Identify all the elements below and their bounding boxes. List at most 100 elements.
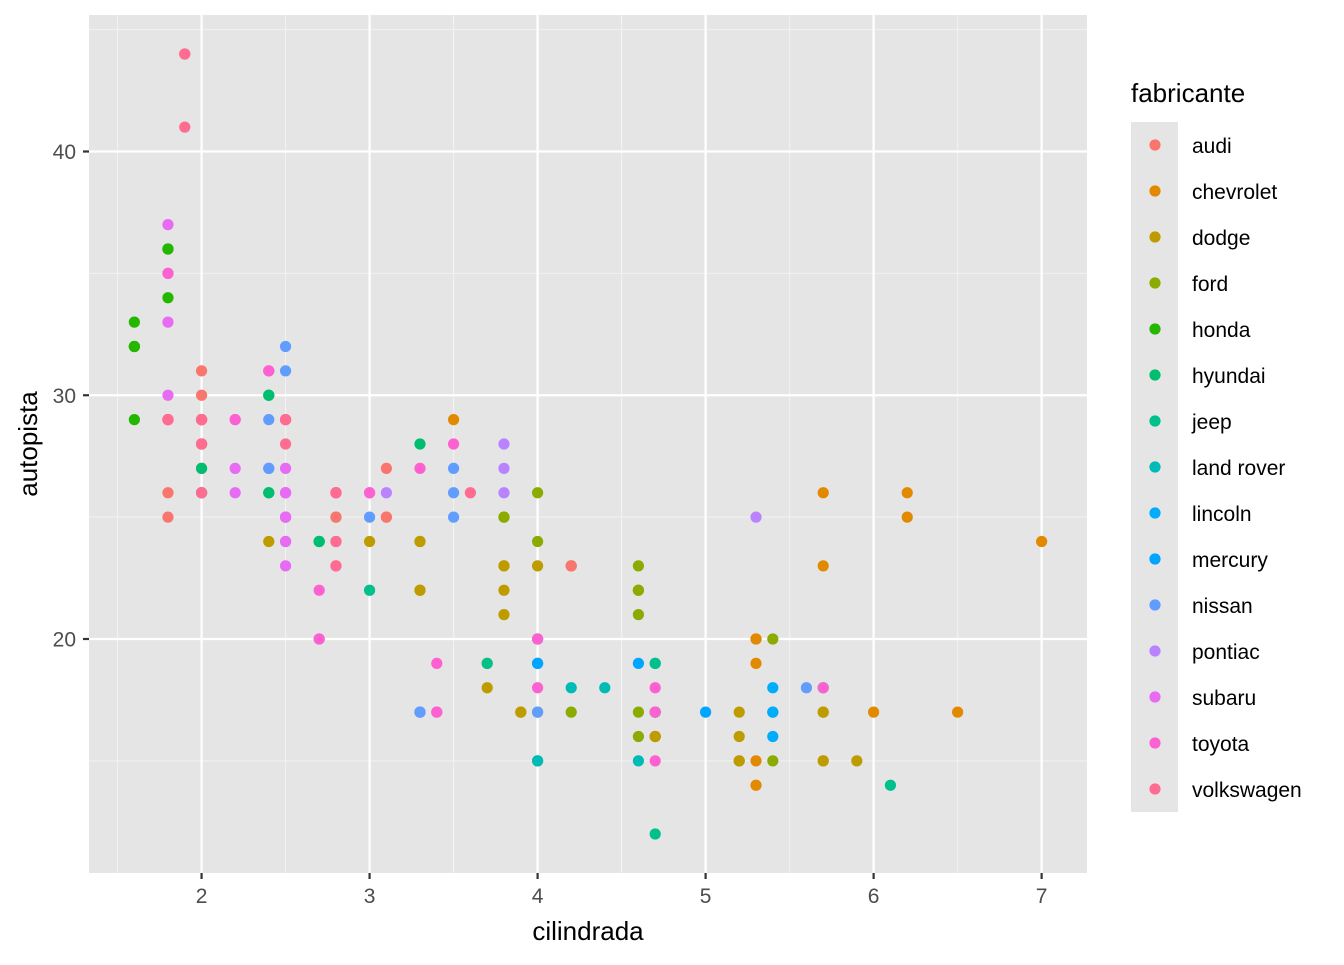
- point-chevrolet: [901, 487, 913, 499]
- point-subaru: [279, 535, 292, 548]
- point-toyota: [531, 633, 544, 645]
- point-lincoln: [767, 730, 779, 743]
- point-dodge: [817, 755, 829, 767]
- legend-key-lincoln: [1149, 507, 1161, 519]
- legend-key-land-rover: [1149, 461, 1161, 473]
- point-volkswagen: [195, 487, 208, 499]
- point-volkswagen: [330, 487, 342, 499]
- point-nissan: [263, 462, 275, 474]
- point-dodge: [481, 682, 493, 694]
- y-axis-label: autopista: [13, 391, 43, 497]
- point-subaru: [279, 487, 292, 499]
- point-subaru: [229, 487, 241, 499]
- y-tick-label: 20: [53, 629, 76, 652]
- legend-label-honda: honda: [1192, 319, 1251, 342]
- legend-key-mercury: [1149, 553, 1161, 565]
- point-volkswagen: [195, 414, 208, 426]
- point-land-rover: [531, 755, 544, 767]
- legend: fabricante audi chevrolet dodge ford honda hy…: [1131, 78, 1302, 812]
- point-nissan: [447, 487, 460, 499]
- point-chevrolet: [817, 560, 829, 572]
- point-chevrolet: [817, 487, 829, 499]
- point-mercury: [632, 657, 645, 669]
- legend-key-hyundai: [1149, 369, 1161, 381]
- legend-key-nissan: [1149, 599, 1161, 611]
- point-toyota: [531, 682, 544, 694]
- point-dodge: [649, 730, 661, 743]
- point-hyundai: [263, 487, 275, 499]
- point-toyota: [313, 633, 325, 645]
- point-subaru: [279, 560, 292, 572]
- point-dodge: [498, 584, 510, 596]
- point-chevrolet: [750, 633, 762, 645]
- legend-title: fabricante: [1131, 78, 1245, 108]
- legend-label-jeep: jeep: [1191, 411, 1232, 434]
- x-tick-label: 2: [196, 885, 208, 908]
- point-ford: [498, 511, 510, 523]
- legend-key-honda: [1149, 323, 1161, 335]
- legend-key-dodge: [1149, 231, 1161, 243]
- point-volkswagen: [279, 438, 292, 450]
- x-tick-label: 4: [532, 885, 544, 908]
- point-nissan: [531, 706, 544, 718]
- legend-key-pontiac: [1149, 645, 1161, 657]
- point-hyundai: [195, 462, 208, 474]
- point-dodge: [263, 535, 275, 548]
- point-toyota: [313, 584, 325, 596]
- point-volkswagen: [195, 438, 208, 450]
- point-toyota: [363, 487, 376, 499]
- point-toyota: [431, 657, 443, 669]
- point-lincoln: [767, 706, 779, 718]
- point-ford: [632, 560, 645, 572]
- point-dodge: [733, 730, 745, 743]
- point-dodge: [414, 584, 426, 596]
- x-tick-label: 3: [364, 885, 376, 908]
- point-chevrolet: [1036, 535, 1048, 548]
- point-honda: [128, 316, 140, 328]
- point-dodge: [851, 755, 863, 767]
- x-tick-label: 6: [868, 885, 880, 908]
- point-ford: [531, 487, 544, 499]
- point-audi: [162, 487, 174, 499]
- point-audi: [195, 389, 208, 401]
- point-dodge: [414, 535, 426, 548]
- point-nissan: [363, 511, 376, 523]
- point-chevrolet: [952, 706, 964, 718]
- point-volkswagen: [464, 487, 476, 499]
- point-toyota: [229, 414, 241, 426]
- point-jeep: [884, 779, 897, 791]
- point-chevrolet: [750, 657, 762, 669]
- point-hyundai: [313, 535, 325, 548]
- point-toyota: [447, 438, 460, 450]
- point-dodge: [733, 706, 745, 718]
- legend-items: audi chevrolet dodge ford honda hyundai jeep la…: [1149, 135, 1302, 802]
- point-audi: [565, 560, 577, 572]
- plot-panel: [89, 15, 1087, 873]
- point-jeep: [649, 657, 661, 669]
- point-volkswagen: [330, 535, 342, 548]
- y-axis: 20 30 40: [53, 141, 89, 652]
- point-pontiac: [498, 487, 510, 499]
- legend-label-ford: ford: [1192, 273, 1228, 296]
- point-jeep: [363, 584, 376, 596]
- legend-key-jeep: [1149, 415, 1161, 427]
- legend-key-subaru: [1149, 691, 1161, 703]
- point-toyota: [162, 267, 174, 279]
- point-audi: [330, 511, 342, 523]
- legend-label-lincoln: lincoln: [1192, 503, 1252, 526]
- x-axis-label: cilindrada: [532, 916, 644, 946]
- point-dodge: [733, 755, 745, 767]
- point-ford: [632, 609, 645, 621]
- legend-label-volkswagen: volkswagen: [1192, 779, 1302, 802]
- y-tick-label: 40: [53, 141, 76, 164]
- point-chevrolet: [750, 755, 762, 767]
- grid-minor: [89, 15, 1087, 873]
- point-volkswagen: [279, 414, 292, 426]
- legend-label-dodge: dodge: [1192, 227, 1250, 250]
- point-ford: [565, 706, 577, 718]
- point-land-rover: [565, 682, 577, 694]
- point-land-rover: [599, 682, 611, 694]
- point-toyota: [817, 682, 829, 694]
- point-nissan: [279, 365, 292, 377]
